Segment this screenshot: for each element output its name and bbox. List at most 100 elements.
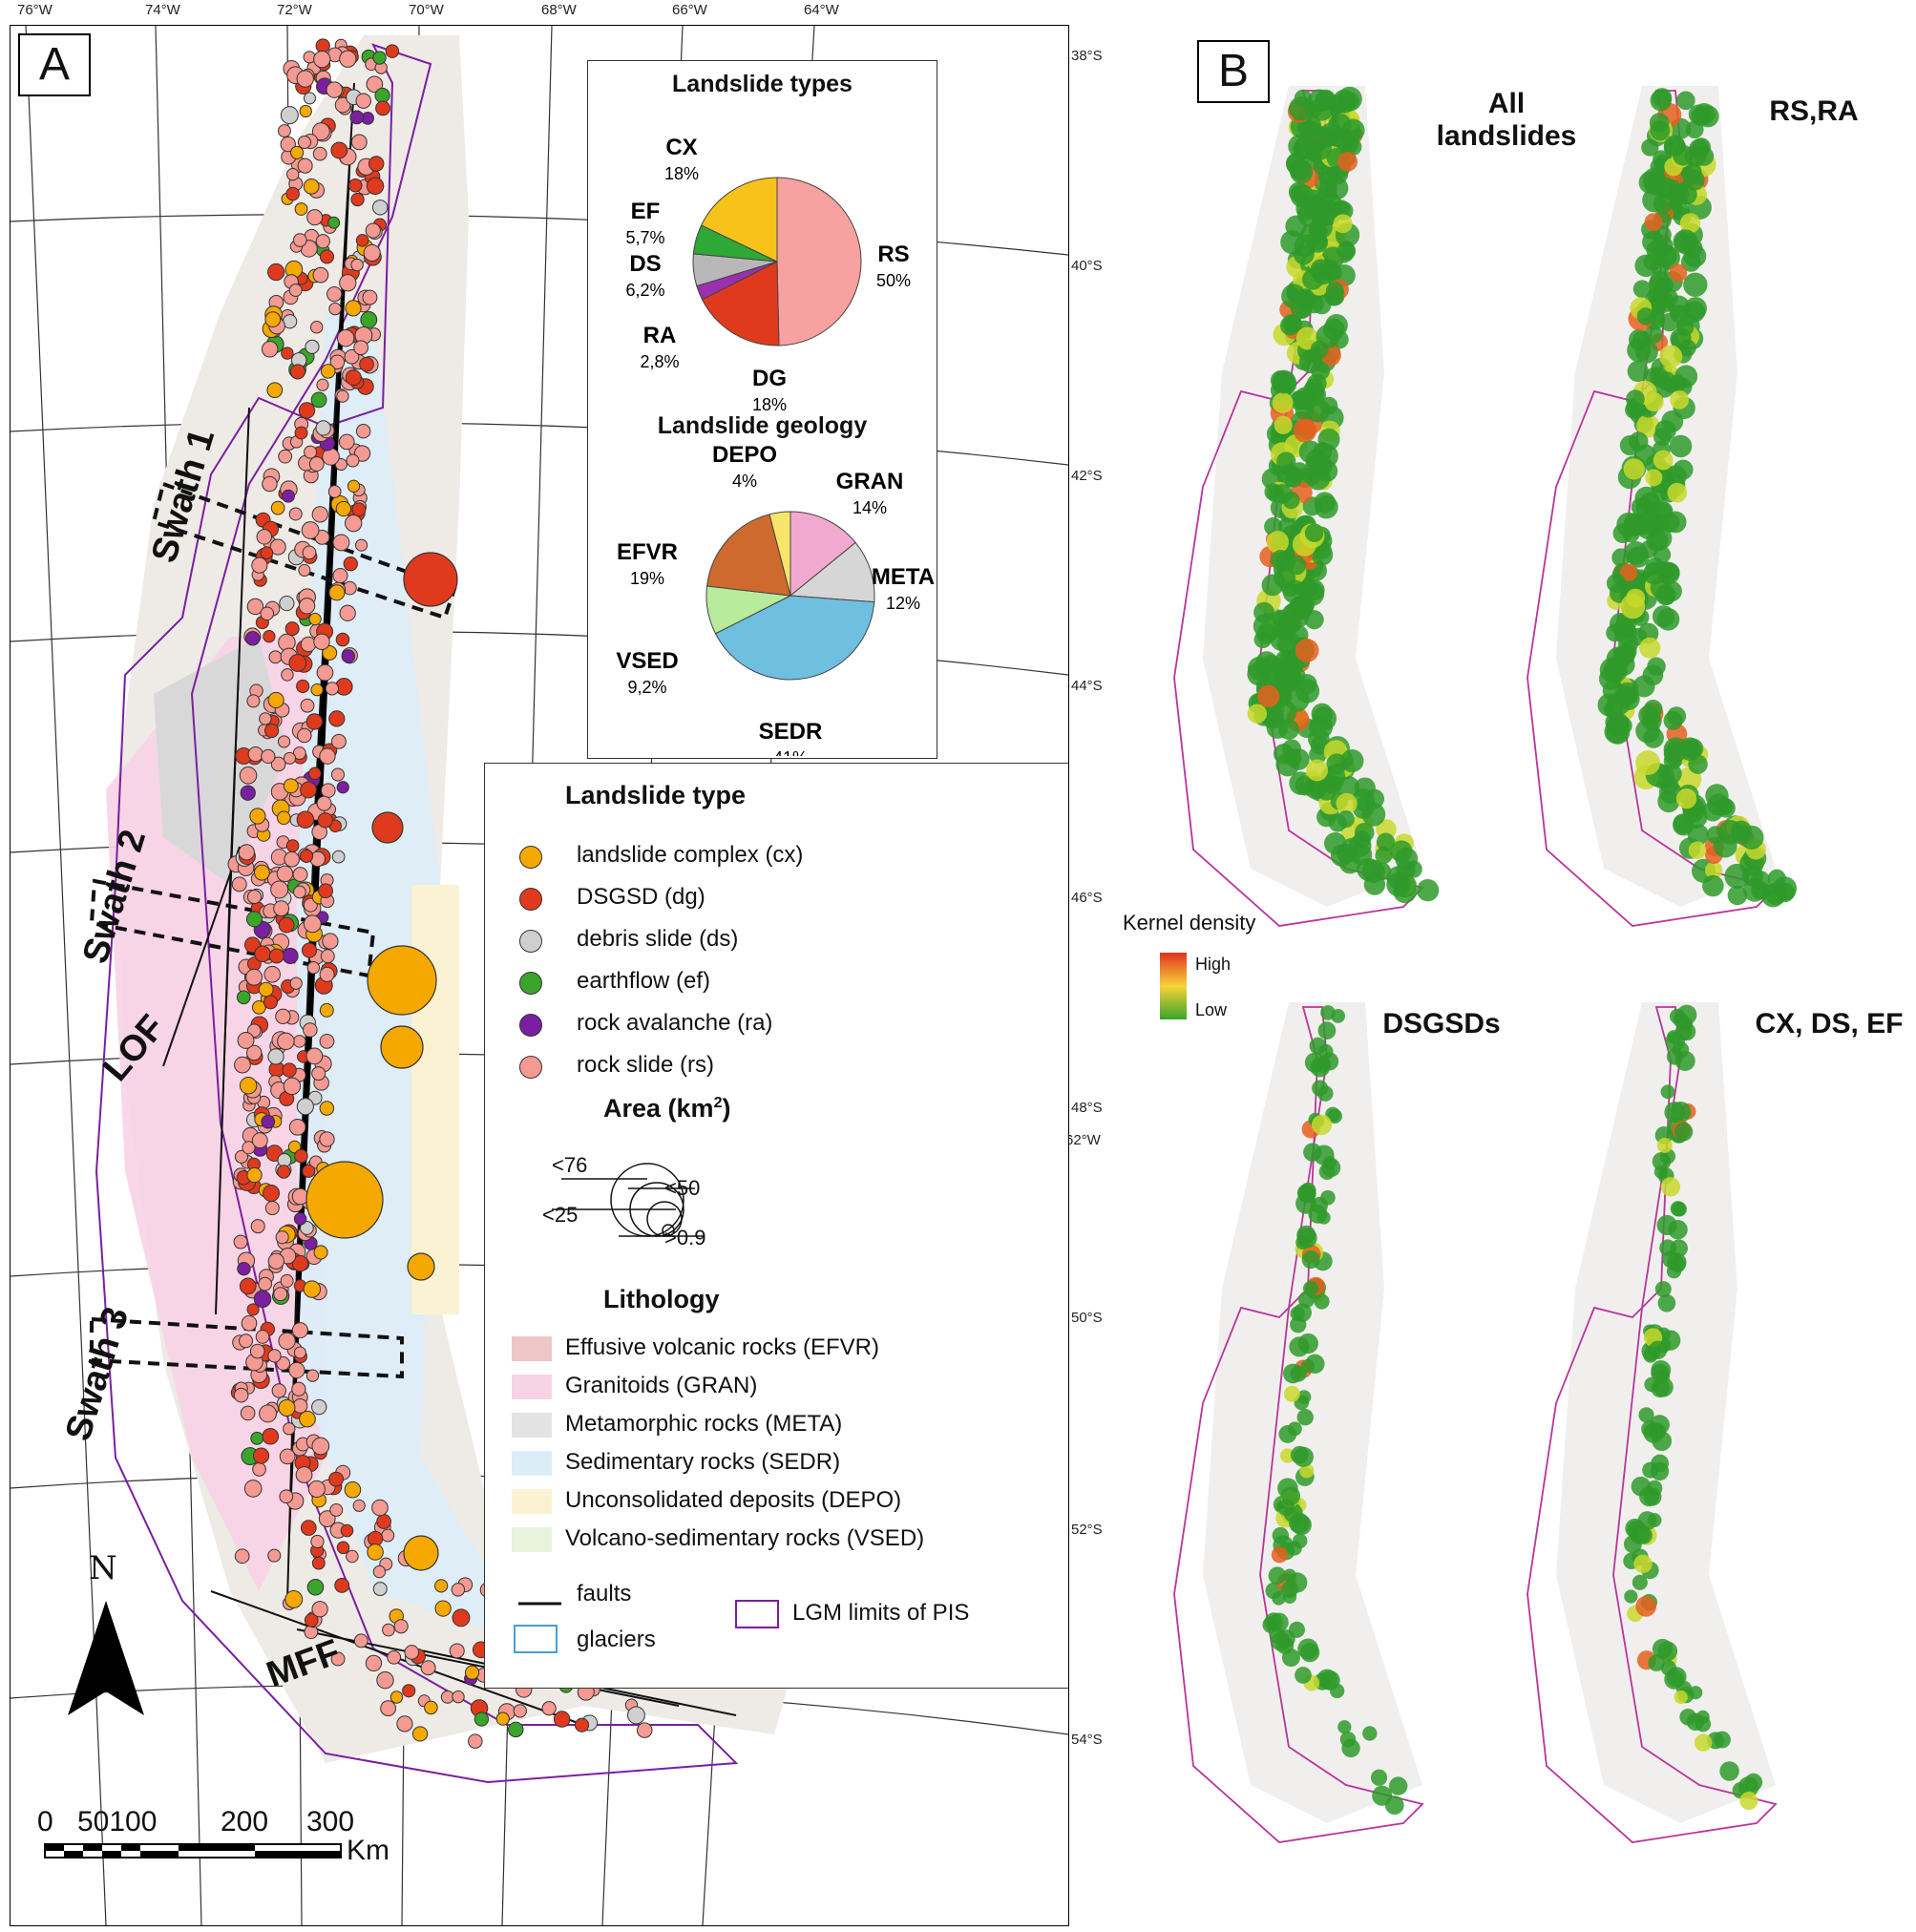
landslide-point [320,364,336,379]
kernel-blob [1641,138,1659,157]
landslide-point [336,1541,350,1555]
legend-type-label: debris slide (ds) [577,926,739,952]
lat-tick: 44°S [1071,678,1103,694]
landslide-point [311,122,330,141]
landslide-point [246,1303,260,1316]
kernel-blob [1258,655,1283,679]
kernel-blob [1660,1177,1681,1197]
legend-litho-label: Metamorphic rocks (META) [565,1411,843,1437]
landslide-point [310,1534,325,1549]
landslide-point [285,839,300,852]
landslide-point [282,489,295,503]
landslide-point [294,1148,308,1164]
landslide-point [301,521,320,539]
panel-a-map: A Swath 1 Swath 2 Swath 3 LOF MFF N 0 50… [10,25,1069,1926]
landslide-point [303,92,316,105]
kernel-blob [1660,1084,1675,1100]
legend-type-dot [519,888,542,911]
kernel-blob [1291,297,1313,320]
kernel-blob [1295,775,1316,796]
kernel-blob [1632,1574,1648,1590]
kernel-blob [1659,312,1679,332]
kernel-blob [1643,1487,1662,1506]
landslide-point-large [367,945,437,1016]
landslide-point [283,1422,296,1436]
landslide-point [268,948,284,964]
kernel-blob [1302,189,1324,211]
kernel-blob [1312,705,1337,731]
kernel-blob [1635,1595,1657,1617]
landslide-point [308,456,325,472]
lat-tick: 38°S [1071,48,1103,64]
kernel-blob [1602,680,1625,702]
kernel-blob [1652,1151,1672,1171]
pie-slice-meta [789,541,875,603]
kernel-blob [1656,371,1676,391]
kernel-blob [1384,1796,1404,1816]
kernel-blob [1629,431,1649,452]
landslide-point [287,1140,302,1154]
kernel-blob [1636,414,1660,438]
kernel-blob [1652,605,1675,628]
pie-slice-dg [701,261,780,346]
landslide-point [332,568,348,584]
kernel-blob [1296,1409,1314,1426]
landslide-point [292,233,307,247]
kernel-blob [1282,313,1301,332]
fault-line-symbol [518,1602,561,1606]
landslide-point [293,1346,306,1359]
kernel-blob [1694,1733,1713,1752]
kernel-blob [1304,610,1324,630]
landslide-point [293,1212,307,1226]
pie-slice-gran [790,511,856,598]
landslide-point [308,766,322,781]
landslide-point [233,1234,248,1250]
landslide-point [319,1101,335,1116]
landslide-point-large [305,1161,384,1239]
kernel-blob [1702,874,1724,897]
kernel-blob [1654,1281,1672,1298]
legend-litho-swatch [512,1413,552,1438]
landslide-point [302,545,317,560]
lon-tick: 72°W [277,2,312,18]
landslide-point [336,389,349,403]
kernel-blob [1337,152,1358,172]
landslide-point [267,262,285,282]
pie-value-label: 2,8% [640,352,679,371]
landslide-point [263,1185,281,1203]
landslide-point [330,767,346,782]
landslide-point [322,645,338,661]
landslide-point [367,1544,384,1561]
landslide-point [258,981,274,998]
kernel-blob [1291,1514,1312,1536]
pie-label: EF [631,199,661,224]
kernel-blob [1688,841,1707,860]
kernel-blob [1669,263,1688,283]
landslide-point [239,1077,258,1095]
landslide-point [371,200,389,216]
landslide-point [233,1387,249,1403]
landslide-point [312,146,327,161]
kernel-blob [1320,1005,1336,1020]
kernel-blob [1674,1690,1688,1705]
landslide-point [371,1499,389,1517]
landslide-point [553,1711,571,1728]
lat-tick: 54°S [1071,1732,1103,1748]
landslide-point [350,134,368,151]
landslide-point [350,258,364,272]
landslide-point [288,654,307,672]
legend-glaciers: glaciers [577,1627,656,1652]
landslide-point [277,1152,292,1167]
landslide-point [292,1035,306,1048]
landslide-point [382,1623,395,1637]
landslide-point [311,1066,326,1082]
panel-a-letter: A [18,33,91,96]
legend-litho-label: Granitoids (GRAN) [565,1373,758,1398]
pie-value-label: 4% [732,472,757,491]
kernel-blob [1289,1336,1310,1357]
pie-value-label: 14% [853,498,887,517]
landslide-point [315,420,331,436]
landslide-point [345,369,362,387]
landslide-point [341,649,356,663]
landslide-point [294,426,308,440]
